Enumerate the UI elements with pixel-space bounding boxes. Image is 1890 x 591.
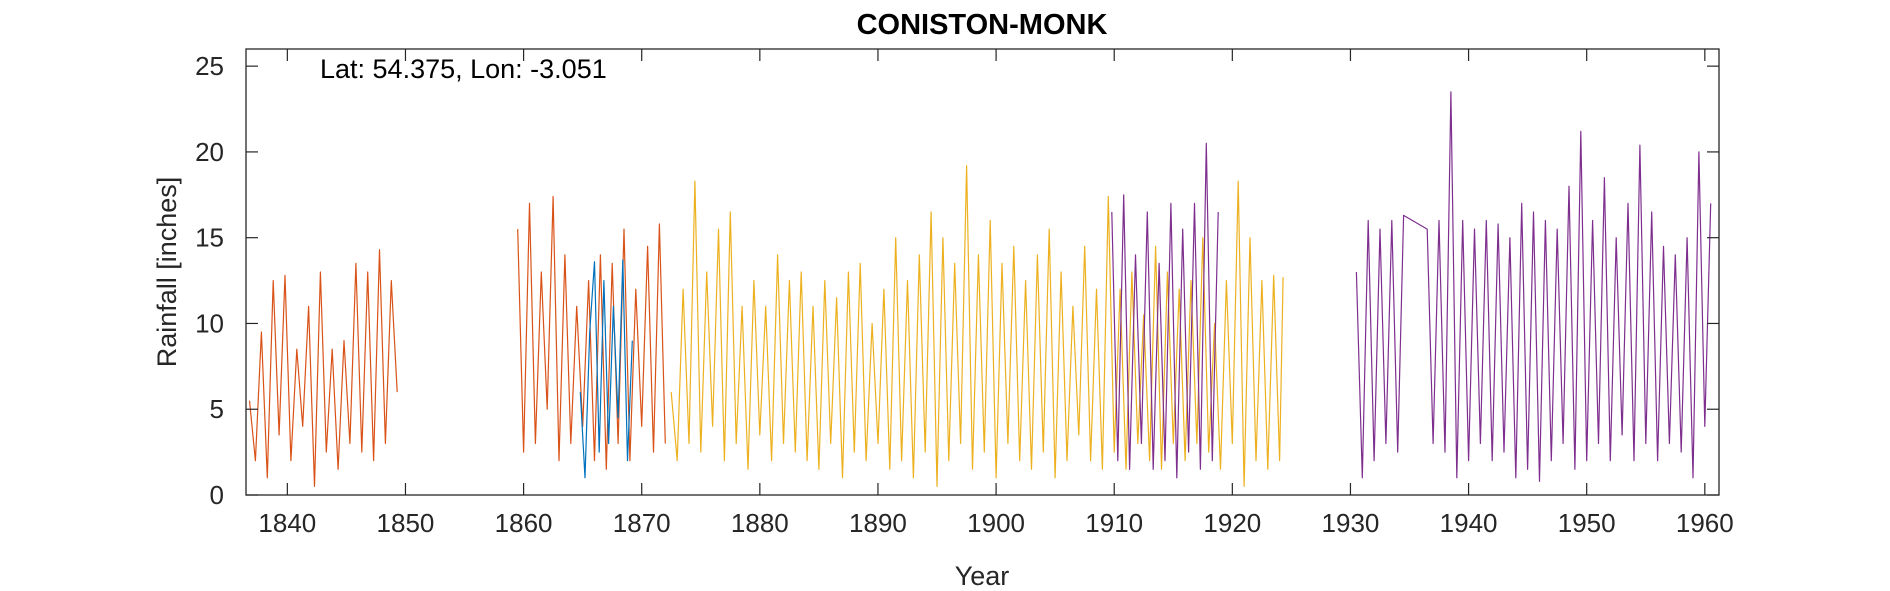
y-tick-label: 10	[195, 308, 224, 338]
series-3-line-1	[670, 165, 1284, 487]
axes-box	[245, 48, 1720, 496]
x-tick-label: 1920	[1203, 508, 1261, 538]
x-tick-label: 1900	[967, 508, 1025, 538]
y-tick-label: 5	[210, 394, 224, 424]
x-tick-label: 1950	[1558, 508, 1616, 538]
plot-area	[246, 49, 1719, 495]
x-axis-label: Year	[955, 561, 1010, 591]
x-tick-label: 1910	[1085, 508, 1143, 538]
series-2-line-1	[579, 259, 633, 479]
x-tick-label: 1840	[258, 508, 316, 538]
series-4-line-2	[1355, 91, 1712, 482]
x-tick-label: 1890	[849, 508, 907, 538]
x-tick-label: 1930	[1322, 508, 1380, 538]
series-layer	[248, 91, 1712, 487]
y-tick-label: 20	[195, 137, 224, 167]
series-1-line-2	[517, 195, 666, 470]
axes-layer: 1840 1850 1860 1870 1880 1890 1900 1910 1920 1930…	[195, 48, 1734, 538]
series-1-line-1	[248, 249, 398, 487]
chart-title: CONISTON-MONK	[857, 9, 1108, 41]
series-4-line-1	[1111, 142, 1219, 479]
location-annotation: Lat: 54.375, Lon: -3.051	[320, 54, 607, 84]
x-tick-label: 1870	[613, 508, 671, 538]
x-tick-label: 1880	[731, 508, 789, 538]
x-tick-label: 1860	[495, 508, 553, 538]
x-tick-label: 1960	[1676, 508, 1734, 538]
y-axis-label: Rainfall [inches]	[152, 177, 182, 368]
y-tick-label: 0	[210, 480, 224, 510]
y-tick-label: 15	[195, 223, 224, 253]
y-tick-label: 25	[195, 51, 224, 81]
x-tick-label: 1850	[377, 508, 435, 538]
x-tick-label: 1940	[1440, 508, 1498, 538]
